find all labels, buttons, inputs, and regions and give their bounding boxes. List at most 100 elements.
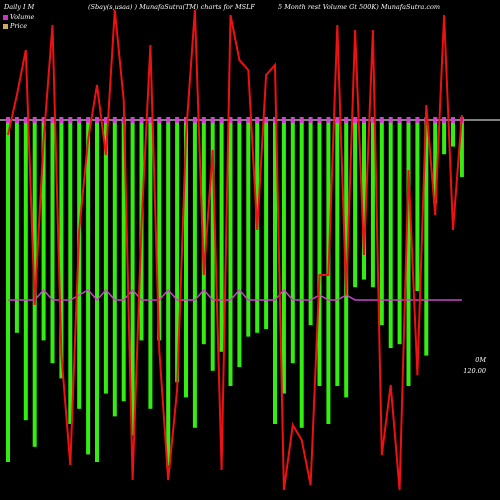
volume-marker (308, 117, 313, 123)
volume-marker (23, 117, 28, 123)
volume-marker (59, 117, 64, 123)
volume-marker (290, 117, 295, 123)
volume-marker (175, 117, 180, 123)
volume-bar (246, 120, 251, 337)
volume-marker (6, 117, 10, 123)
volume-bar (228, 120, 233, 386)
legend-price: Price (3, 22, 27, 30)
volume-bar (415, 120, 420, 291)
volume-axis-label: 0M (475, 356, 486, 364)
volume-marker (41, 117, 46, 123)
volume-bar (59, 120, 64, 379)
volume-marker (103, 117, 108, 123)
volume-marker (77, 117, 82, 123)
volume-marker (86, 117, 91, 123)
volume-bar (397, 120, 402, 345)
volume-bar (388, 120, 393, 348)
volume-marker (299, 117, 304, 123)
volume-bar (451, 120, 455, 147)
volume-bar (442, 120, 447, 155)
volume-bar (459, 120, 464, 177)
volume-marker (130, 117, 135, 123)
volume-bar (219, 120, 224, 352)
volume-marker (415, 117, 420, 123)
volume-bar (353, 120, 358, 288)
volume-marker (210, 117, 215, 123)
volume-marker (68, 117, 73, 123)
volume-bar (68, 120, 73, 424)
volume-bar (273, 120, 277, 424)
volume-marker (228, 117, 233, 123)
volume-bar (264, 120, 269, 329)
volume-marker (95, 117, 99, 123)
volume-bar (41, 120, 46, 341)
volume-bar (23, 120, 28, 421)
volume-marker (317, 117, 322, 123)
volume-marker (50, 117, 55, 123)
header-left: Daily I M (4, 3, 35, 11)
volume-marker (184, 117, 188, 123)
volume-marker (433, 117, 438, 123)
volume-marker (335, 117, 340, 123)
volume-bar (112, 120, 117, 417)
volume-bar (299, 120, 304, 428)
volume-bar (192, 120, 197, 428)
volume-bar (184, 120, 188, 398)
volume-marker (148, 117, 153, 123)
volume-bar (210, 120, 215, 371)
volume-bar (433, 120, 438, 204)
volume-marker (388, 117, 393, 123)
volume-marker (353, 117, 358, 123)
volume-marker (139, 117, 144, 123)
volume-bar (130, 120, 135, 436)
volume-marker (281, 117, 286, 123)
volume-bar (157, 120, 162, 341)
volume-bar (290, 120, 295, 364)
volume-marker (201, 117, 206, 123)
header-right: 5 Month rest Volume Gt 500K) MunafaSutra… (278, 3, 441, 11)
volume-marker (192, 117, 197, 123)
volume-marker (379, 117, 384, 123)
volume-marker (397, 117, 402, 123)
volume-bar (335, 120, 340, 386)
volume-marker (442, 117, 447, 123)
volume-marker (255, 117, 260, 123)
volume-marker (246, 117, 251, 123)
volume-marker (219, 117, 224, 123)
volume-marker (112, 117, 117, 123)
volume-bar (308, 120, 313, 326)
volume-bar (379, 120, 384, 326)
volume-marker (451, 117, 455, 123)
volume-bar (370, 120, 375, 288)
volume-bar (175, 120, 180, 383)
legend-volume-swatch (3, 14, 8, 20)
price-axis-label: 120.00 (463, 367, 486, 375)
volume-marker (406, 117, 411, 123)
volume-marker (370, 117, 375, 123)
volume-bar (14, 120, 19, 333)
volume-marker (237, 117, 242, 123)
volume-marker (344, 117, 349, 123)
volume-marker (273, 117, 277, 123)
volume-bar (166, 120, 171, 466)
volume-marker (264, 117, 269, 123)
volume-marker (166, 117, 171, 123)
volume-bar (237, 120, 242, 367)
volume-bar (317, 120, 322, 386)
volume-bar (424, 120, 429, 356)
price-line (7, 9, 463, 491)
volume-bar (50, 120, 55, 364)
volume-marker (326, 117, 331, 123)
volume-bar (121, 120, 126, 402)
volume-bar (406, 120, 411, 386)
volume-bar (281, 120, 286, 394)
volume-bar (344, 120, 349, 398)
legend-price-swatch (3, 23, 8, 29)
volume-bar (362, 120, 366, 280)
volume-bar (103, 120, 108, 394)
volume-bar (86, 120, 91, 455)
legend-volume-label: Volume (10, 13, 35, 21)
volume-bar (201, 120, 206, 345)
volume-marker (157, 117, 162, 123)
legend-volume: Volume (3, 13, 34, 21)
